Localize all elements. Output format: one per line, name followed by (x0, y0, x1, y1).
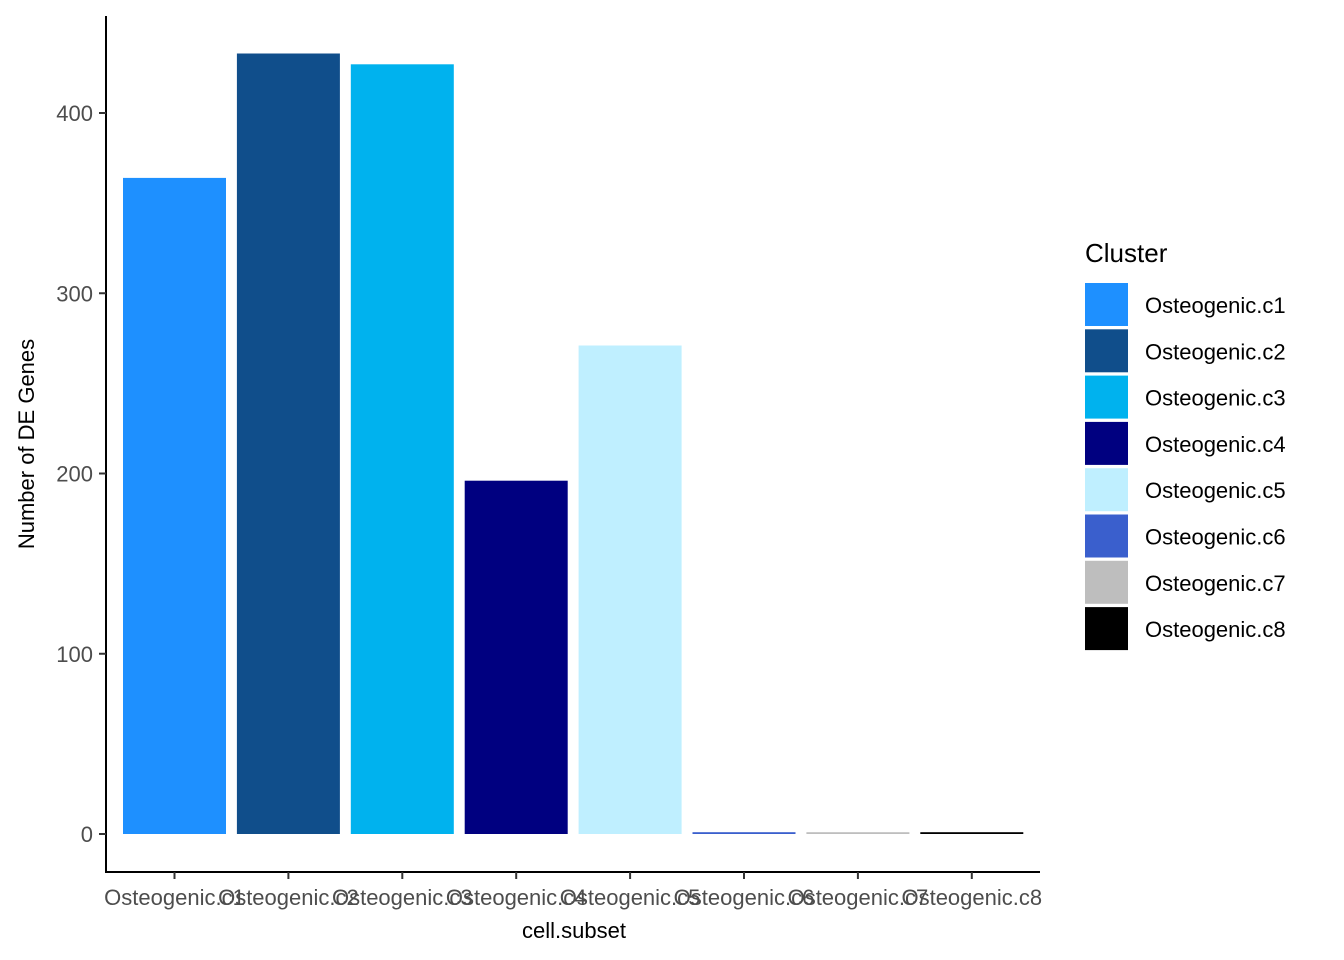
legend-label: Osteogenic.c5 (1145, 478, 1286, 503)
x-tick-label: Osteogenic.c8 (901, 885, 1042, 910)
legend-swatch (1085, 468, 1128, 512)
bar-Osteogenic.c2 (236, 53, 340, 834)
x-axis-title: cell.subset (522, 918, 626, 943)
bar-Osteogenic.c8 (920, 832, 1024, 834)
legend-label: Osteogenic.c1 (1145, 293, 1286, 318)
legend-label: Osteogenic.c2 (1145, 339, 1286, 364)
legend-swatch (1085, 283, 1128, 326)
x-tick-label: Osteogenic.c5 (560, 885, 701, 910)
bar-Osteogenic.c6 (692, 832, 796, 834)
bars-group (123, 53, 1024, 835)
legend-label: Osteogenic.c7 (1145, 571, 1286, 596)
legend-title: Cluster (1085, 238, 1168, 268)
y-tick-label: 100 (56, 642, 93, 667)
x-tick-label: Osteogenic.c4 (446, 885, 587, 910)
legend-label: Osteogenic.c4 (1145, 432, 1286, 457)
y-axis-title: Number of DE Genes (14, 339, 39, 549)
bar-Osteogenic.c1 (123, 177, 226, 834)
bar-Osteogenic.c7 (806, 832, 910, 834)
legend-label: Osteogenic.c8 (1145, 617, 1286, 642)
y-tick-label: 400 (56, 101, 93, 126)
legend-swatch (1085, 607, 1128, 651)
legend-swatch (1085, 421, 1128, 465)
y-axis-ticks: 0 100 200 300 400 (56, 101, 106, 847)
y-tick-label: 200 (56, 462, 93, 487)
x-tick-label: Osteogenic.c1 (104, 885, 245, 910)
x-tick-label: Osteogenic.c3 (332, 885, 473, 910)
legend-entries: Osteogenic.c1 Osteogenic.c2 Osteogenic.c3 O… (1085, 283, 1286, 651)
bar-Osteogenic.c4 (464, 480, 568, 834)
y-tick-label: 300 (56, 281, 93, 306)
legend-label: Osteogenic.c3 (1145, 386, 1286, 411)
legend-swatch (1085, 375, 1128, 419)
legend-label: Osteogenic.c6 (1145, 525, 1286, 550)
bar-Osteogenic.c3 (350, 64, 454, 835)
legend: Cluster Osteogenic.c1Osteogenic.c2Osteog… (1085, 238, 1286, 651)
legend-swatch (1085, 514, 1128, 558)
x-axis-ticks: Osteogenic.c1Osteogenic.c2Osteogenic.c3O… (104, 872, 1042, 910)
legend-swatch (1085, 560, 1128, 604)
x-tick-label: Osteogenic.c2 (218, 885, 359, 910)
x-tick-label: Osteogenic.c6 (674, 885, 815, 910)
x-tick-label: Osteogenic.c7 (788, 885, 929, 910)
bar-Osteogenic.c5 (578, 345, 682, 834)
legend-swatch (1085, 329, 1128, 373)
y-tick-label: 0 (81, 822, 93, 847)
